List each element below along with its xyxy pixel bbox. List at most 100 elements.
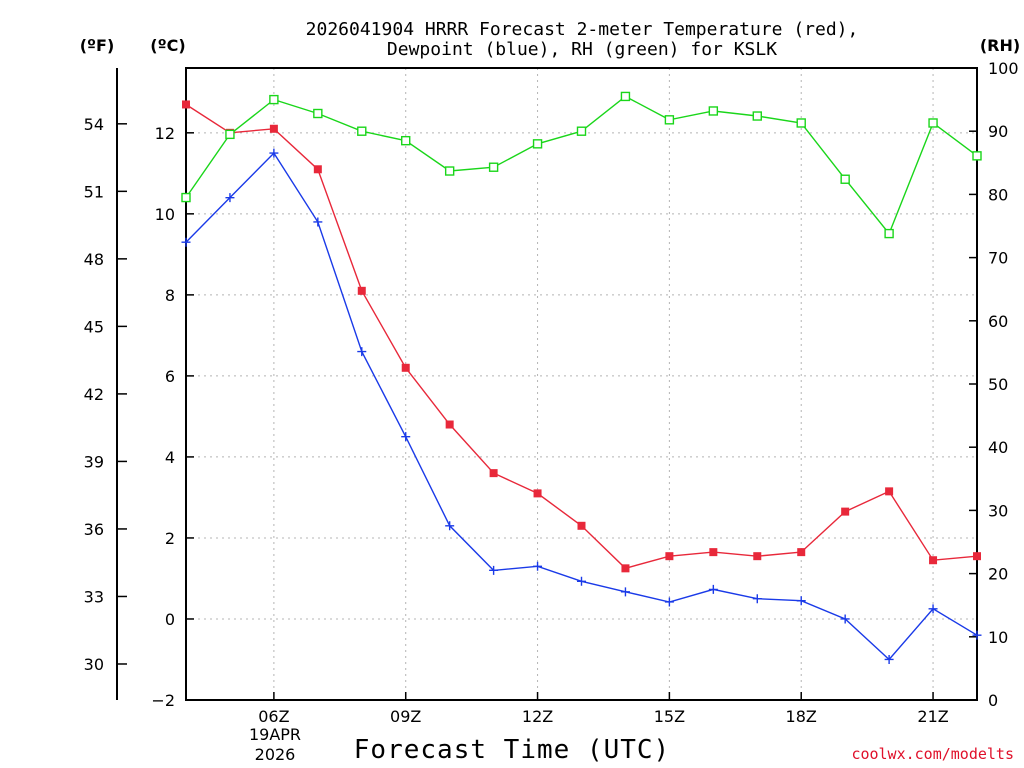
x-tick-label: 21Z bbox=[917, 707, 948, 726]
temperature-point bbox=[577, 521, 586, 530]
dewpoint-point bbox=[269, 148, 279, 158]
celsius-tick-label: 6 bbox=[165, 367, 175, 386]
temperature-point bbox=[269, 124, 278, 133]
temperature-point bbox=[709, 548, 718, 557]
rh-unit-label: (RH) bbox=[980, 36, 1020, 55]
rh-tick-label: 30 bbox=[988, 501, 1008, 520]
dewpoint-point bbox=[401, 432, 411, 442]
fahrenheit-tick-label: 54 bbox=[84, 115, 104, 134]
rh-tick-label: 40 bbox=[988, 438, 1008, 457]
grid-lines bbox=[186, 68, 977, 700]
dewpoint-point bbox=[972, 630, 982, 640]
temperature-point bbox=[533, 489, 542, 498]
celsius-tick-label: −2 bbox=[151, 691, 175, 710]
rh-point bbox=[664, 115, 675, 125]
fahrenheit-tick-label: 48 bbox=[84, 250, 104, 269]
celsius-tick-label: 2 bbox=[165, 529, 175, 548]
dewpoint-point bbox=[313, 217, 323, 227]
temperature-point bbox=[841, 507, 850, 516]
dewpoint-point bbox=[577, 576, 586, 586]
dewpoint-point bbox=[489, 565, 499, 575]
rh-tick-label: 90 bbox=[988, 122, 1008, 141]
series-layer bbox=[181, 91, 982, 664]
fahrenheit-tick-label: 30 bbox=[84, 655, 104, 674]
dewpoint-point bbox=[796, 596, 806, 606]
temperature-point bbox=[182, 100, 190, 109]
rh-point bbox=[884, 228, 894, 239]
rh-point bbox=[444, 166, 455, 176]
dewpoint-point bbox=[533, 561, 543, 571]
temperature-line bbox=[185, 103, 978, 570]
rh-point bbox=[181, 192, 191, 203]
rh-tick-label: 0 bbox=[988, 691, 998, 710]
dewpoint-point bbox=[708, 584, 718, 594]
temperature-point bbox=[621, 564, 630, 573]
temperature-point bbox=[401, 363, 410, 372]
celsius-tick-label: 12 bbox=[155, 124, 175, 143]
rh-point bbox=[752, 111, 762, 121]
temperature-point bbox=[357, 286, 366, 295]
dewpoint-point bbox=[840, 614, 850, 624]
rh-tick-label: 60 bbox=[988, 312, 1008, 331]
temperature-point bbox=[797, 548, 806, 557]
x-tick-label: 15Z bbox=[654, 707, 685, 726]
rh-tick-label: 80 bbox=[988, 185, 1008, 204]
celsius-tick-label: 4 bbox=[165, 448, 175, 467]
rh-tick-label: 100 bbox=[988, 59, 1019, 78]
rh-point bbox=[928, 118, 938, 128]
temperature-point bbox=[489, 469, 498, 478]
rh-point bbox=[840, 174, 850, 184]
rh-tick-label: 70 bbox=[988, 249, 1008, 268]
rh-tick-label: 50 bbox=[988, 375, 1008, 394]
x-tick-label: 09Z bbox=[390, 707, 421, 726]
dewpoint-point bbox=[928, 604, 938, 614]
celsius-tick-label: 8 bbox=[165, 286, 175, 305]
rh-point bbox=[313, 108, 323, 119]
rh-point bbox=[972, 151, 982, 161]
fahrenheit-tick-label: 39 bbox=[84, 452, 104, 471]
fahrenheit-unit-label: (ºF) bbox=[80, 36, 115, 55]
fahrenheit-tick-label: 42 bbox=[84, 385, 104, 404]
rh-point bbox=[269, 94, 279, 105]
celsius-tick-label: 0 bbox=[165, 610, 175, 629]
chart-title-line2: Dewpoint (blue), RH (green) for KSLK bbox=[387, 39, 777, 60]
temperature-point bbox=[753, 552, 762, 561]
rh-point bbox=[708, 106, 719, 116]
rh-point bbox=[620, 91, 631, 102]
rh-point bbox=[401, 135, 411, 146]
rh-point bbox=[796, 118, 806, 128]
temperature-point bbox=[973, 552, 981, 561]
dewpoint-point bbox=[225, 193, 235, 203]
celsius-unit-label: (ºC) bbox=[150, 36, 185, 55]
rh-tick-label: 10 bbox=[988, 628, 1008, 647]
x-tick-label: 18Z bbox=[786, 707, 817, 726]
fahrenheit-tick-label: 51 bbox=[84, 182, 104, 201]
dewpoint-point bbox=[664, 597, 674, 607]
temperature-point bbox=[885, 487, 894, 496]
x-tick-label: 06Z bbox=[258, 707, 289, 726]
axes: 06Z 09Z 12Z 15Z 18Z 21Z −2 0 2 4 6 8 10 12 30 33 36 39 42 4… bbox=[84, 59, 1019, 726]
rh-point bbox=[357, 126, 367, 136]
rh-tick-label: 20 bbox=[988, 565, 1008, 584]
chart-title-line1: 2026041904 HRRR Forecast 2-meter Tempera… bbox=[306, 19, 859, 40]
dewpoint-point bbox=[620, 587, 630, 597]
dewpoint-point bbox=[357, 347, 367, 357]
rh-point bbox=[576, 126, 587, 136]
temperature-point bbox=[313, 165, 322, 174]
date-label-day: 19APR bbox=[249, 725, 301, 744]
dewpoint-point bbox=[752, 594, 762, 604]
dewpoint-point bbox=[445, 521, 455, 531]
dewpoint-point bbox=[884, 654, 894, 664]
rh-line bbox=[185, 95, 978, 235]
x-tick-label: 12Z bbox=[522, 707, 553, 726]
celsius-tick-label: 10 bbox=[155, 205, 175, 224]
date-label-year: 2026 bbox=[255, 745, 296, 764]
temperature-point bbox=[929, 556, 938, 565]
fahrenheit-tick-label: 33 bbox=[84, 587, 104, 606]
rh-point bbox=[488, 162, 499, 172]
fahrenheit-tick-label: 36 bbox=[84, 520, 104, 539]
credit-link[interactable]: coolwx.com/modelts bbox=[851, 745, 1014, 763]
x-axis-title: Forecast Time (UTC) bbox=[354, 735, 670, 765]
rh-point bbox=[225, 129, 235, 140]
